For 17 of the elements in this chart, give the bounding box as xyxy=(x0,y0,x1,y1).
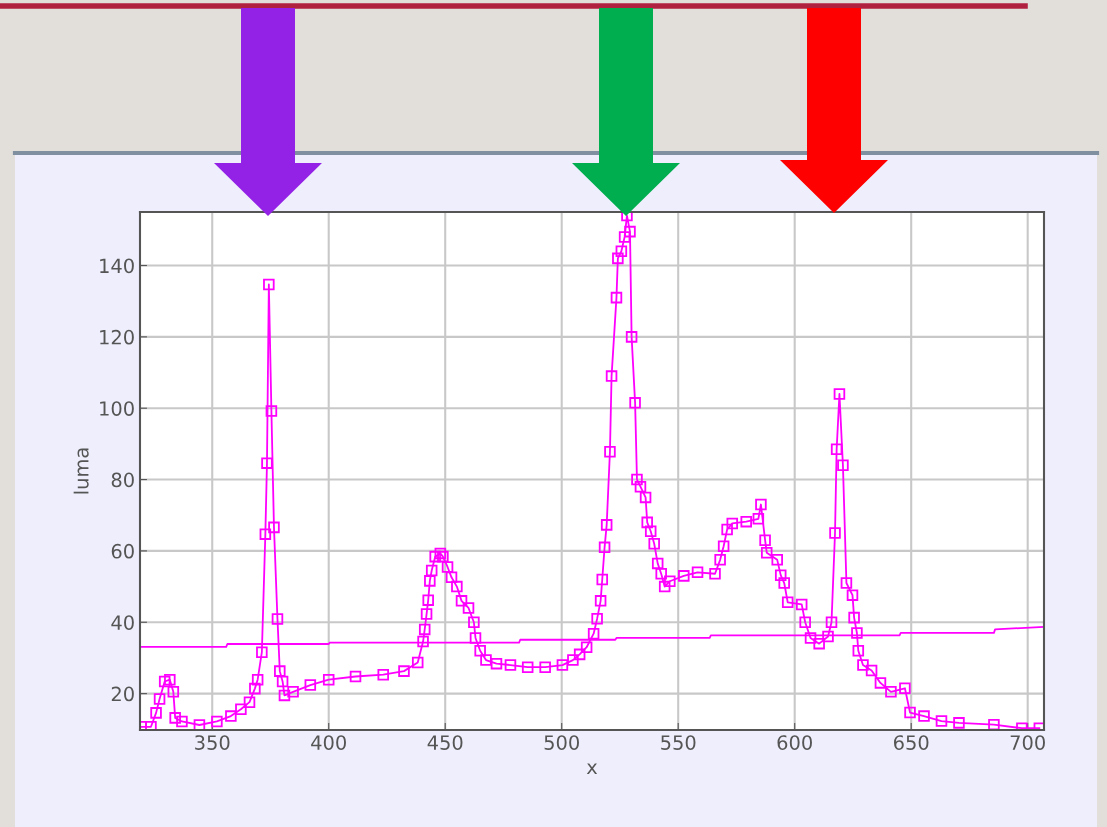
y-tick-label: 40 xyxy=(111,615,134,630)
y-tick-label: 60 xyxy=(111,543,134,559)
x-tick-label: 600 xyxy=(777,735,812,750)
x-tick-label: 350 xyxy=(195,735,230,750)
y-tick-label: 140 xyxy=(100,258,134,274)
x-tick-label: 500 xyxy=(544,735,579,750)
x-tick-label: 450 xyxy=(427,735,463,750)
x-tick-label: 650 xyxy=(894,735,929,750)
x-tick-label: 700 xyxy=(1010,735,1045,750)
x-tick-label: 400 xyxy=(311,735,346,750)
x-tick-label: 550 xyxy=(661,735,696,750)
y-tick-label: 80 xyxy=(111,472,134,488)
y-tick-label: 100 xyxy=(100,401,134,416)
x-axis-title: x xyxy=(586,763,598,775)
y-axis-title: luma xyxy=(73,448,89,494)
y-tick-label: 20 xyxy=(111,686,134,702)
y-tick-label: 120 xyxy=(100,329,134,345)
